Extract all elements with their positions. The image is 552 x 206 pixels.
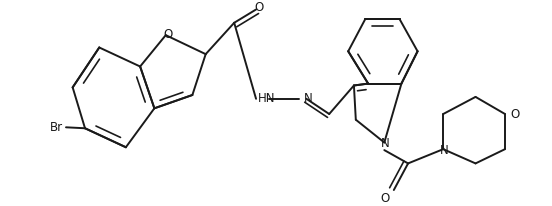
Text: O: O: [254, 1, 263, 14]
Text: N: N: [440, 144, 449, 157]
Text: N: N: [381, 137, 390, 150]
Text: Br: Br: [50, 121, 63, 134]
Text: O: O: [381, 192, 390, 205]
Text: N: N: [304, 92, 312, 105]
Text: O: O: [163, 28, 172, 41]
Text: HN: HN: [258, 92, 275, 105]
Text: O: O: [511, 108, 520, 121]
